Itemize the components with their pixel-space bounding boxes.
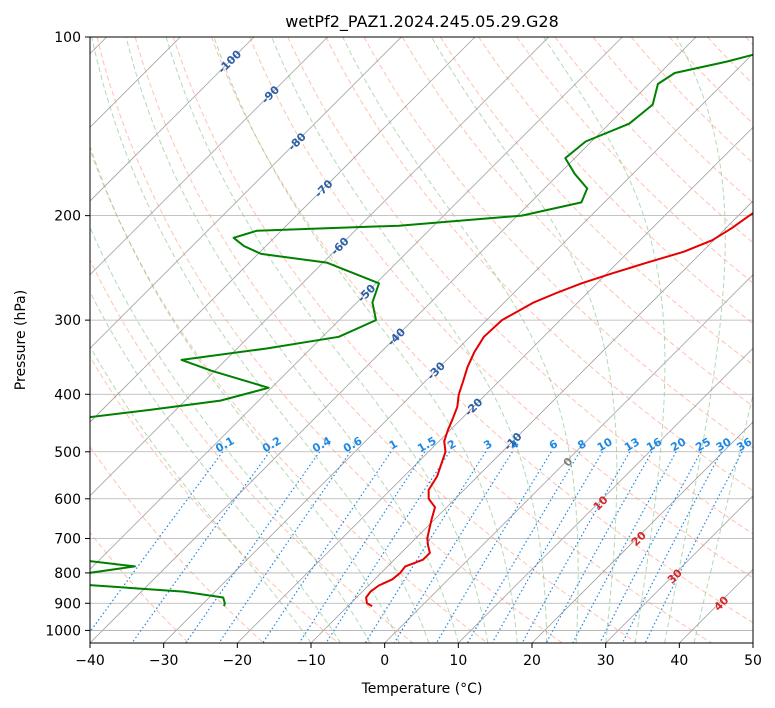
moist-adiabat: [431, 37, 618, 643]
x-tick-label: 0: [380, 653, 389, 669]
axis-ticks: −40 −30 −20 −10 0 10 20 30 40 50 100 200 300 400 500 60…: [45, 30, 762, 669]
mixing-ratio-line: [644, 451, 743, 643]
moist-adiabat: [90, 144, 400, 643]
x-axis-label: Temperature (°C): [361, 681, 483, 697]
moist-adiabat: [213, 37, 518, 643]
x-tick-label: −10: [296, 653, 326, 669]
isotherm-line: [310, 200, 753, 643]
moist-adiabat: [342, 37, 579, 643]
moist-adiabat: [693, 393, 753, 643]
y-tick-label: 800: [54, 566, 81, 582]
dry-adiabat: [287, 37, 753, 535]
isotherm-line: [237, 126, 753, 643]
dry-adiabat: [90, 258, 414, 643]
dry-adiabat: [90, 445, 264, 643]
dry-adiabat: [478, 37, 753, 325]
chart-title: wetPf2_PAZ1.2024.245.05.29.G28: [285, 12, 559, 32]
mixing-ratio-line: [185, 451, 321, 643]
dry-adiabat: [439, 37, 753, 366]
dry-adiabat: [249, 37, 753, 579]
mixing-ratio-line: [262, 451, 392, 643]
x-tick-label: 20: [523, 653, 541, 669]
profile-lines: [90, 53, 753, 607]
mixing-ratio-line: [298, 451, 426, 643]
dry-adiabat: [90, 531, 190, 643]
mixing-ratio-line: [621, 451, 722, 643]
mixing-ratio-line: [435, 451, 552, 643]
x-tick-label: 10: [449, 653, 467, 669]
y-axis-label: Pressure (hPa): [13, 290, 29, 390]
moist-adiabat: [165, 37, 489, 643]
y-tick-label: 600: [54, 492, 81, 508]
y-tick-label: 1000: [45, 623, 81, 639]
moist-adiabat: [91, 37, 430, 643]
isotherm-line: [90, 37, 402, 349]
x-tick-label: −30: [149, 653, 179, 669]
dry-adiabat: [90, 148, 488, 643]
isotherm-line: [752, 642, 753, 643]
x-tick-label: 30: [597, 653, 615, 669]
y-tick-label: 100: [54, 30, 81, 46]
y-tick-label: 900: [54, 596, 81, 612]
isotherm-line: [458, 347, 753, 643]
moist-adiabat: [90, 225, 371, 643]
mixing-ratio-line: [599, 451, 702, 643]
isotherm-line: [90, 37, 255, 202]
moist-adiabat: [271, 37, 548, 643]
isotherm-line: [90, 37, 328, 276]
plot-background: [90, 37, 753, 643]
isotherm-line: [90, 37, 476, 423]
mixing-ratio-line: [393, 451, 513, 643]
isotherm-line: [605, 495, 753, 643]
y-tick-label: 400: [54, 387, 81, 403]
mixing-ratio-line: [521, 451, 631, 643]
y-tick-label: 700: [54, 532, 81, 548]
mixing-ratio-line: [545, 451, 653, 643]
dry-adiabat: [211, 37, 753, 624]
isotherm-line: [163, 53, 753, 643]
temperature-profile: [365, 212, 753, 607]
axes-border: [89, 36, 754, 644]
dry-adiabat: [516, 37, 753, 284]
dewpoint-profile: [90, 53, 753, 607]
isotherm-line: [90, 37, 549, 497]
background-lines: [90, 37, 753, 643]
dry-adiabat: [172, 37, 712, 643]
plot-frame: [89, 36, 754, 644]
mixing-ratio-line: [572, 451, 677, 643]
moist-adiabat: [90, 290, 341, 643]
y-tick-label: 300: [54, 313, 81, 329]
dry-adiabat: [401, 37, 753, 407]
y-tick-label: 500: [54, 445, 81, 461]
mixing-ratio-line: [90, 451, 224, 633]
moist-adiabat: [125, 37, 459, 643]
x-tick-label: −40: [75, 653, 105, 669]
moist-adiabat: [664, 37, 726, 643]
dry-adiabat: [96, 37, 563, 643]
dry-adiabat: [325, 37, 753, 492]
mixing-ratio-line: [218, 451, 351, 643]
y-tick-label: 200: [54, 209, 81, 225]
x-tick-label: 40: [670, 653, 688, 669]
x-tick-label: 50: [744, 653, 762, 669]
isotherm-line: [384, 274, 753, 643]
dry-adiabat: [90, 355, 339, 643]
plot-area: [90, 37, 753, 643]
moist-adiabat: [543, 37, 666, 643]
x-tick-label: −20: [223, 653, 253, 669]
isotherm-line: [531, 421, 753, 643]
